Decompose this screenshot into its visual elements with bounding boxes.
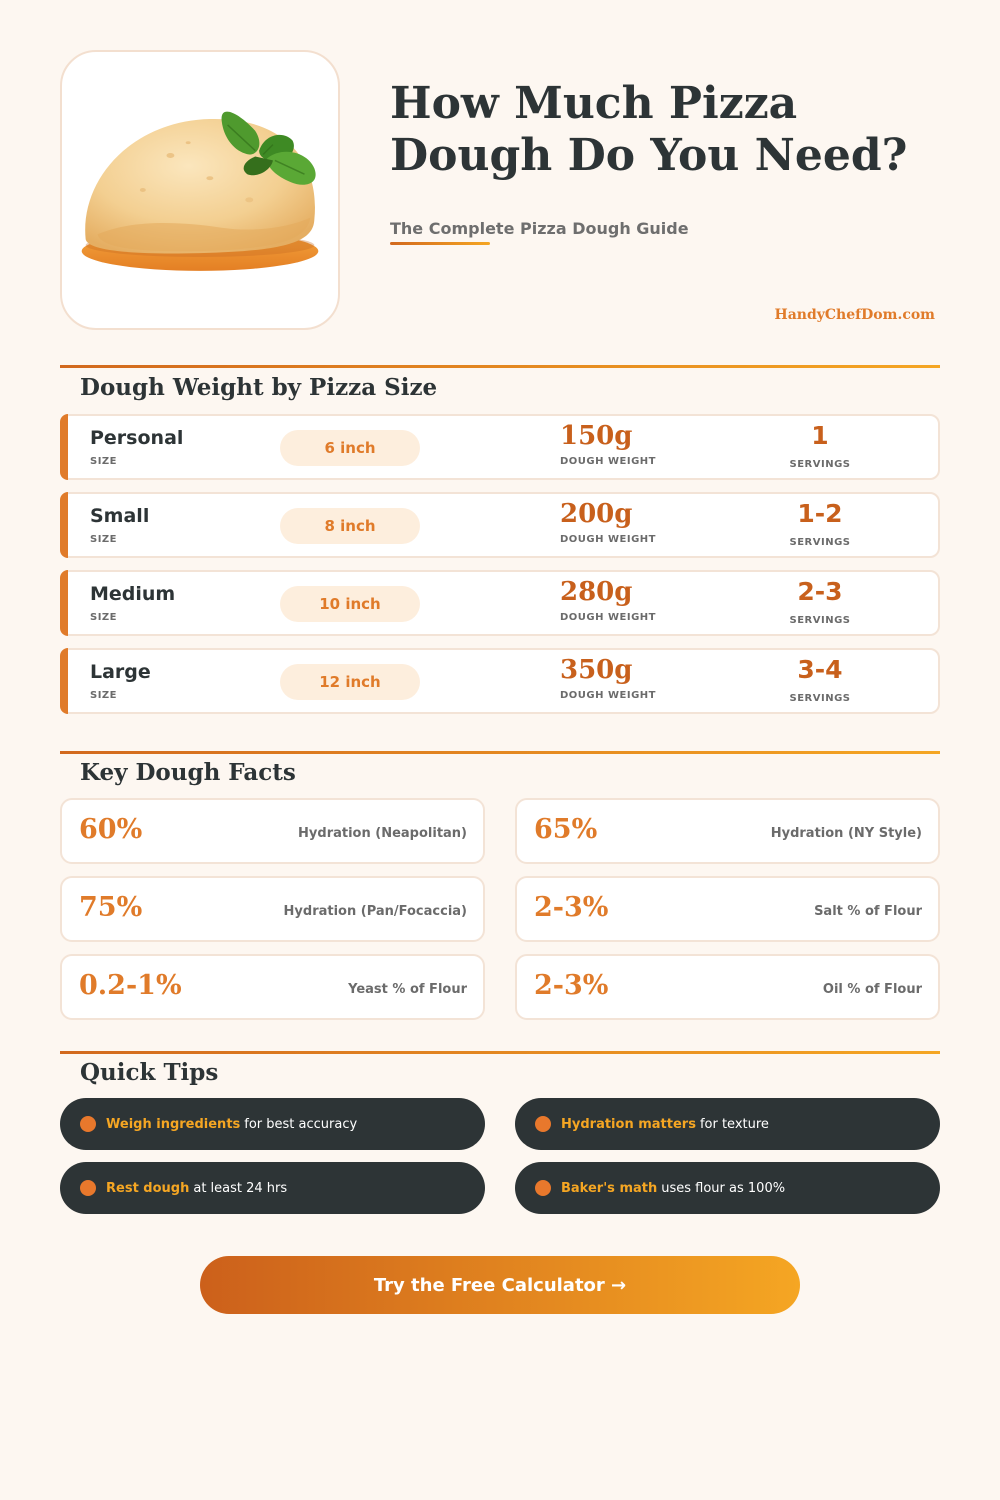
calculator-cta-button[interactable]: Try the Free Calculator → [200, 1256, 800, 1314]
tip-highlight: Rest dough [106, 1180, 190, 1196]
subtitle-underline [390, 242, 490, 245]
size-row: Medium SIZE 10 inch 280g DOUGH WEIGHT 2-… [60, 570, 940, 636]
title-line-1: How Much Pizza [390, 78, 798, 129]
tip-item: Hydration matters for texture [515, 1098, 940, 1150]
tip-highlight: Baker's math [561, 1180, 658, 1196]
fact-card: 2-3% Oil % of Flour [515, 954, 940, 1020]
size-label: SIZE [90, 612, 118, 623]
fact-label: Yeast % of Flour [348, 982, 467, 997]
section-divider [60, 751, 940, 754]
size-row: Small SIZE 8 inch 200g DOUGH WEIGHT 1-2 … [60, 492, 940, 558]
servings-label: SERVINGS [789, 459, 851, 470]
size-name: Large [90, 661, 151, 683]
fact-label: Hydration (Neapolitan) [298, 826, 467, 841]
size-name: Medium [90, 583, 176, 605]
dough-ball-with-basil-icon [81, 111, 319, 271]
servings-block: 2-3 SERVINGS [780, 577, 860, 626]
servings-label: SERVINGS [789, 615, 851, 626]
tip-item: Rest dough at least 24 hrs [60, 1162, 485, 1214]
basil-leaves [221, 111, 316, 185]
dough-weight-label: DOUGH WEIGHT [560, 690, 656, 701]
dough-weight-label: DOUGH WEIGHT [560, 612, 656, 623]
servings-value: 1 [811, 421, 829, 450]
size-label: SIZE [90, 690, 118, 701]
fact-label: Hydration (Pan/Focaccia) [283, 904, 467, 919]
servings-block: 1-2 SERVINGS [780, 499, 860, 548]
servings-label: SERVINGS [789, 693, 851, 704]
fact-value: 2-3% [534, 970, 609, 1001]
dough-weight-value: 280g [560, 577, 633, 607]
tip-text: at least 24 hrs [193, 1180, 288, 1196]
size-label: SIZE [90, 534, 118, 545]
tip-text: for best accuracy [244, 1116, 358, 1132]
tip-highlight: Weigh ingredients [106, 1116, 241, 1132]
diameter-pill: 12 inch [280, 664, 420, 700]
fact-value: 60% [79, 814, 143, 845]
fact-value: 0.2-1% [79, 970, 182, 1001]
size-row: Large SIZE 12 inch 350g DOUGH WEIGHT 3-4… [60, 648, 940, 714]
dough-weight-label: DOUGH WEIGHT [560, 534, 656, 545]
size-name: Personal [90, 427, 184, 449]
servings-block: 1 SERVINGS [780, 421, 860, 470]
fact-card: 60% Hydration (Neapolitan) [60, 798, 485, 864]
tip-text: for texture [699, 1116, 769, 1132]
bullet-dot-icon [535, 1116, 551, 1132]
sizes-section-title: Dough Weight by Pizza Size [80, 374, 438, 401]
diameter-pill: 10 inch [280, 586, 420, 622]
title-line-2: Dough Do You Need? [390, 130, 908, 181]
tip-text: uses flour as 100% [661, 1180, 786, 1196]
fact-value: 75% [79, 892, 143, 923]
brand-link[interactable]: HandyChefDom.com [774, 307, 936, 323]
fact-card: 0.2-1% Yeast % of Flour [60, 954, 485, 1020]
page-subtitle: The Complete Pizza Dough Guide [390, 219, 689, 238]
fact-card: 75% Hydration (Pan/Focaccia) [60, 876, 485, 942]
fact-value: 65% [534, 814, 598, 845]
size-name: Small [90, 505, 150, 527]
diameter-pill: 8 inch [280, 508, 420, 544]
section-divider [60, 1051, 940, 1054]
fact-card: 2-3% Salt % of Flour [515, 876, 940, 942]
fact-label: Hydration (NY Style) [770, 826, 922, 841]
servings-value: 1-2 [797, 499, 843, 528]
bullet-dot-icon [80, 1116, 96, 1132]
dough-weight-value: 350g [560, 655, 633, 685]
dough-weight-value: 200g [560, 499, 633, 529]
dough-weight-value: 150g [560, 421, 633, 451]
size-label: SIZE [90, 456, 118, 467]
servings-value: 3-4 [797, 655, 843, 684]
fact-value: 2-3% [534, 892, 609, 923]
dough-weight-label: DOUGH WEIGHT [560, 456, 656, 467]
fact-card: 65% Hydration (NY Style) [515, 798, 940, 864]
servings-value: 2-3 [797, 577, 843, 606]
bullet-dot-icon [80, 1180, 96, 1196]
size-row: Personal SIZE 6 inch 150g DOUGH WEIGHT 1… [60, 414, 940, 480]
servings-label: SERVINGS [789, 537, 851, 548]
fact-label: Salt % of Flour [814, 904, 922, 919]
tip-highlight: Hydration matters [561, 1116, 696, 1132]
tip-item: Weigh ingredients for best accuracy [60, 1098, 485, 1150]
page-title: How Much Pizza Dough Do You Need? [390, 78, 950, 182]
diameter-pill: 6 inch [280, 430, 420, 466]
dough-image-card [60, 50, 340, 330]
servings-block: 3-4 SERVINGS [780, 655, 860, 704]
section-divider [60, 365, 940, 368]
bullet-dot-icon [535, 1180, 551, 1196]
tip-item: Baker's math uses flour as 100% [515, 1162, 940, 1214]
facts-section-title: Key Dough Facts [80, 759, 296, 786]
tips-section-title: Quick Tips [80, 1059, 219, 1086]
fact-label: Oil % of Flour [822, 982, 922, 997]
